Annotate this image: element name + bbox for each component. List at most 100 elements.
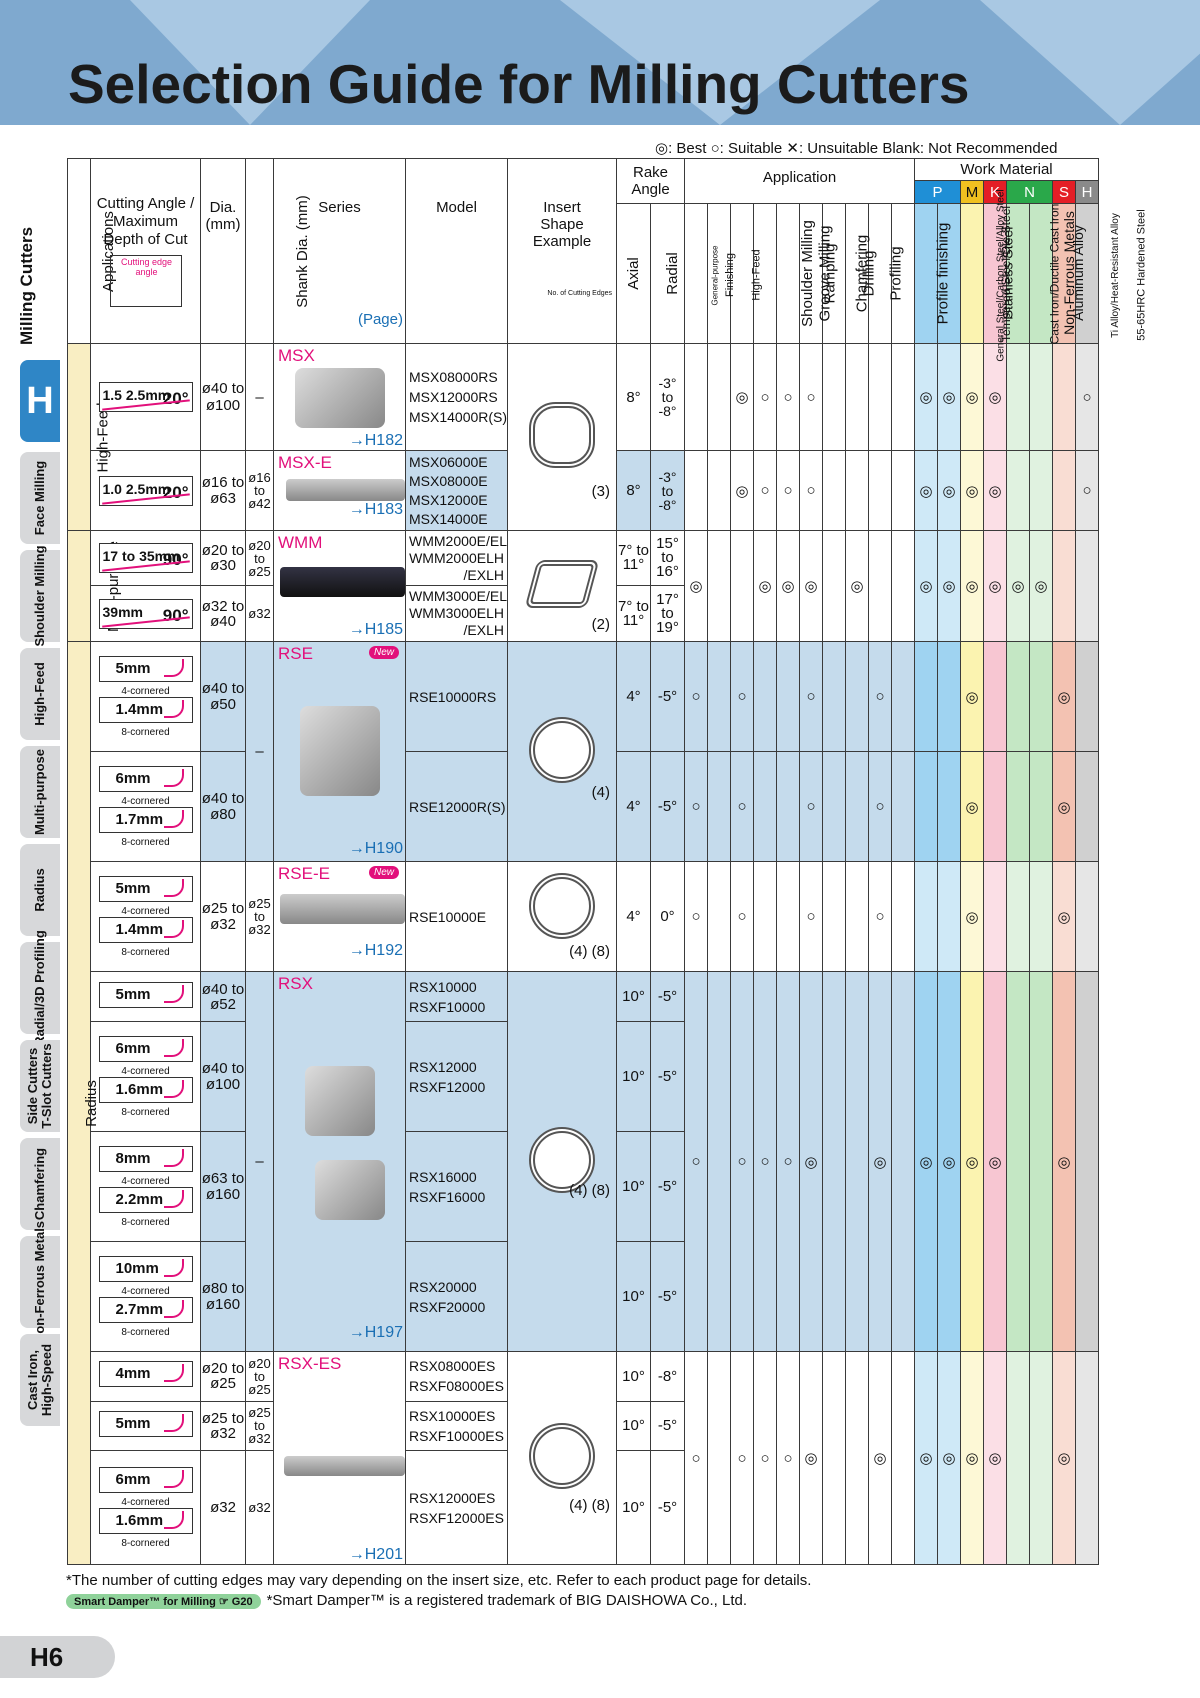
axial-cell: 10° <box>616 1351 651 1402</box>
tab-side-cutters[interactable]: Side Cutters T-Slot Cutters <box>20 1040 60 1132</box>
app-general: General-purpose <box>684 203 720 344</box>
page-label: (Page) <box>357 311 403 328</box>
mark: ○ <box>684 861 708 972</box>
mat-cast-iron: Cast Iron/Ductile Cast Iron <box>983 203 1061 344</box>
tab-shoulder-milling[interactable]: Shoulder Milling <box>20 545 60 647</box>
col-series: Series (Page) <box>273 158 406 344</box>
footnote-edges: *The number of cutting edges may vary de… <box>66 1572 812 1589</box>
mark <box>753 641 777 752</box>
insert-cell-rsx: (4) (8) <box>507 971 617 1352</box>
wmm-photo <box>280 567 405 597</box>
mark <box>707 530 731 642</box>
shank-cell: ø20 to ø25 <box>245 530 274 586</box>
app-high-feed: High-Feed <box>730 203 763 344</box>
smart-damper-chip[interactable]: Smart Damper™ for Milling ☞ G20 <box>66 1594 261 1609</box>
mark: ○ <box>730 971 754 1352</box>
mark <box>707 751 731 862</box>
axial-cell: 7° to 11° <box>616 585 651 642</box>
tab-label: High-Feed <box>32 662 47 726</box>
tab-high-feed[interactable]: High-Feed <box>20 648 60 740</box>
axial-cell: 10° <box>616 1241 651 1352</box>
tab-cast-iron[interactable]: Cast Iron, High-Speed <box>20 1334 60 1426</box>
tab-radial-profiling[interactable]: Radial/3D Profiling <box>20 930 60 1046</box>
mat-ti-alloy: Ti Alloy/Heat-Resistant Alloy <box>1052 203 1121 344</box>
mark <box>730 530 754 642</box>
tab-non-ferrous[interactable]: Non-Ferrous Metals <box>20 1221 60 1343</box>
mark: ◎ <box>960 971 985 1352</box>
model-cell: RSE10000RS <box>405 641 508 752</box>
mark <box>1006 343 1031 451</box>
mark: ○ <box>868 861 892 972</box>
mark <box>1075 971 1100 1352</box>
col-axial: Axial <box>616 203 651 344</box>
insert-cell-rse: (4) <box>507 641 617 862</box>
mark <box>753 751 777 862</box>
radius-cell: 6mm 4-cornered 1.7mm 8-cornered <box>90 751 201 862</box>
series-cell-wmm: WMM →H185 <box>273 530 406 642</box>
mark: ◎ <box>937 530 962 642</box>
mark: ◎ <box>799 971 823 1352</box>
mark: ◎ <box>914 530 939 642</box>
mark: ○ <box>684 1351 708 1565</box>
mark <box>1029 1351 1054 1565</box>
mark: ○ <box>684 751 708 862</box>
tab-radius[interactable]: Radius <box>20 844 60 936</box>
radius-cell: 6mm 4-cornered 1.6mm 8-cornered <box>90 1450 201 1565</box>
mark: ○ <box>730 751 754 862</box>
insert-cell-msx: (3) <box>507 343 617 531</box>
tab-chamfering[interactable]: Chamfering <box>20 1138 60 1230</box>
depth-cell: 1.0 2.5mm 20° <box>90 450 201 531</box>
mark: ◎ <box>960 530 985 642</box>
col-shank: Shank Dia. (mm) <box>245 158 311 344</box>
mark <box>845 450 869 531</box>
mark <box>845 641 869 752</box>
mark: ◎ <box>960 450 985 531</box>
mark: ◎ <box>730 343 754 451</box>
axial-cell: 4° <box>616 751 651 862</box>
axial-cell: 10° <box>616 1450 651 1565</box>
axial-cell: 8° <box>616 343 651 451</box>
tab-multi-purpose[interactable]: Multi-purpose <box>20 746 60 838</box>
mark: ◎ <box>983 343 1008 451</box>
dia-cell: ø40 to ø100 <box>200 1021 246 1132</box>
mark <box>868 530 892 642</box>
tab-label: Face Milling <box>32 460 47 536</box>
shank-cell: ø16 to ø42 <box>245 450 274 531</box>
radial-cell: -5° <box>650 1241 685 1352</box>
shank-cell: ø32 <box>245 585 274 642</box>
mark: ○ <box>753 450 777 531</box>
mark: ○ <box>868 641 892 752</box>
mark: ◎ <box>1052 971 1077 1352</box>
mark <box>822 530 846 642</box>
col-radial: Radial <box>650 203 685 344</box>
mark: ○ <box>753 971 777 1352</box>
app-groove: Groove Milling <box>776 203 833 344</box>
mark <box>890 641 916 752</box>
mark: ◎ <box>799 1351 823 1565</box>
radius-cell: 6mm 4-cornered 1.6mm 8-cornered <box>90 1021 201 1132</box>
mat-tempered-steel: Tempered Steel/Die Steel <box>937 203 1013 344</box>
col-rake: Rake Angle <box>616 158 685 204</box>
mark: ○ <box>730 1351 754 1565</box>
rsx-photo-2 <box>315 1160 385 1220</box>
col-model: Model <box>405 158 508 344</box>
mark: ○ <box>868 751 892 862</box>
tab-face-milling[interactable]: Face Milling <box>20 452 60 544</box>
tab-label: Non-Ferrous Metals <box>32 1220 47 1344</box>
mark <box>707 971 731 1352</box>
mark: ○ <box>730 641 754 752</box>
mark: ◎ <box>1052 861 1077 972</box>
mark <box>914 861 939 972</box>
mark <box>983 751 1008 862</box>
mark <box>707 1351 731 1565</box>
mark: ○ <box>684 641 708 752</box>
trademark-text: *Smart Damper™ is a registered trademark… <box>266 1592 747 1609</box>
mark: ○ <box>753 343 777 451</box>
mark <box>845 861 869 972</box>
dia-cell: ø40 to ø80 <box>200 751 246 862</box>
legend: ◎: Best ○: Suitable ✕: Unsuitable Blank:… <box>655 140 1058 157</box>
mark <box>707 641 731 752</box>
series-cell-msxe: MSX-E →H183 <box>273 450 406 531</box>
mark <box>890 971 916 1352</box>
mark: ◎ <box>1052 1351 1077 1565</box>
